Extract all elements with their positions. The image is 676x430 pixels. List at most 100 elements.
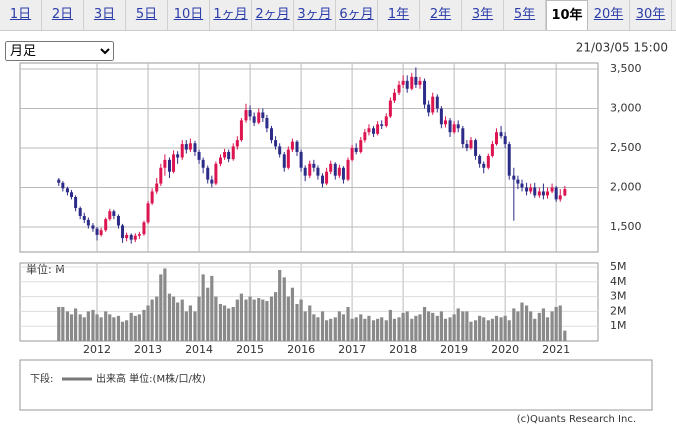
candle-body — [520, 183, 524, 188]
volume-bar — [401, 312, 405, 341]
candle-body — [372, 128, 376, 134]
candle-body — [248, 110, 252, 117]
volume-bar — [541, 308, 546, 341]
volume-bar — [503, 315, 507, 341]
x-tick-label: 2016 — [287, 343, 315, 356]
volume-bar — [201, 274, 205, 341]
volume-bar — [74, 308, 78, 341]
period-tab[interactable]: 3日 — [84, 0, 126, 30]
period-tab[interactable]: 1ヶ月 — [210, 0, 252, 30]
candle-body — [316, 167, 320, 176]
candle-body — [435, 96, 439, 109]
candle-body — [231, 146, 235, 160]
candle-body — [193, 143, 197, 152]
period-tab[interactable]: 3ヶ月 — [294, 0, 336, 30]
timestamp: 21/03/05 15:00 — [576, 41, 668, 55]
y-tick-label: 2,000 — [610, 181, 642, 194]
candle-body — [99, 230, 103, 235]
volume-bar — [295, 303, 299, 341]
period-tab[interactable]: 2ヶ月 — [252, 0, 294, 30]
candle-body — [274, 140, 278, 147]
legend-prefix: 下段: — [30, 372, 53, 385]
period-tab[interactable]: 5年 — [504, 0, 546, 30]
volume-bar — [329, 318, 333, 341]
y-tick-label: 2,500 — [610, 141, 642, 154]
candle-body — [431, 96, 435, 113]
candle-body — [443, 120, 447, 125]
candle-body — [325, 171, 329, 184]
candle-body — [507, 144, 511, 176]
period-tab[interactable]: 5日 — [126, 0, 168, 30]
candle-body — [137, 234, 141, 236]
volume-bar — [443, 318, 448, 341]
candle-body — [125, 234, 129, 239]
copyright: (c)Quants Research Inc. — [517, 414, 636, 425]
volume-bar — [427, 311, 431, 341]
volume-bar — [354, 317, 358, 341]
period-tab[interactable]: 10年 — [546, 0, 588, 30]
y-tick-label: 3,500 — [610, 62, 642, 75]
volume-bar — [95, 314, 99, 341]
candle-body — [121, 225, 125, 239]
volume-bar — [507, 320, 511, 341]
candle-body — [388, 100, 392, 117]
period-tab[interactable]: 3年 — [462, 0, 504, 30]
period-tab[interactable]: 6ヶ月 — [336, 0, 378, 30]
candle-body — [337, 167, 341, 176]
candle-body — [299, 151, 303, 168]
candle-body — [494, 132, 498, 145]
candle-body — [197, 151, 201, 160]
volume-bar — [61, 306, 65, 341]
candle-body — [312, 163, 316, 168]
candle-body — [512, 175, 516, 180]
candle-body — [452, 124, 456, 133]
volume-bar — [290, 287, 295, 341]
volume-bar — [490, 318, 494, 341]
y-tick-label: 3M — [610, 290, 627, 303]
volume-bar — [367, 315, 371, 341]
candle-body — [70, 192, 74, 198]
volume-bar — [273, 292, 278, 341]
volume-bar — [231, 306, 235, 341]
candle-body — [184, 144, 188, 150]
y-tick-label: 1M — [610, 319, 627, 332]
candle-body — [86, 219, 90, 226]
candle-body — [61, 182, 65, 189]
volume-bar — [299, 299, 303, 341]
volume-bar — [261, 299, 265, 341]
candle-body — [367, 128, 371, 133]
candle-body — [218, 157, 222, 164]
candle-body — [57, 179, 61, 183]
candle-body — [537, 191, 541, 196]
candle-body — [499, 132, 503, 137]
volume-bar — [308, 305, 312, 341]
volume-bar — [520, 302, 524, 341]
period-tab[interactable]: 2日 — [42, 0, 84, 30]
candle-body — [150, 191, 154, 204]
volume-bar — [512, 308, 516, 341]
period-tab[interactable]: 1日 — [0, 0, 42, 30]
period-tabs: 1日 2日 3日 5日 10日 1ヶ月 2ヶ月 3ヶ月 6ヶ月 1年 2年 3年 5年 10年 20年 30年 — [0, 0, 676, 31]
period-select[interactable]: 月足 — [5, 41, 114, 61]
volume-bar — [478, 315, 482, 341]
period-tab[interactable]: 10日 — [168, 0, 210, 30]
candle-body — [341, 167, 345, 180]
period-tab[interactable]: 30年 — [630, 0, 672, 30]
candle-body — [482, 163, 486, 168]
volume-bar — [333, 317, 337, 341]
candle-body — [401, 80, 405, 85]
volume-bar — [82, 317, 86, 341]
volume-bar — [337, 311, 341, 341]
volume-bar — [257, 298, 261, 341]
volume-bar — [341, 314, 346, 341]
volume-bar — [405, 311, 409, 341]
y-tick-label: 2M — [610, 304, 627, 317]
volume-bar — [193, 311, 197, 341]
period-tab[interactable]: 20年 — [588, 0, 630, 30]
candle-body — [414, 76, 418, 85]
period-tab[interactable]: 2年 — [420, 0, 462, 30]
candle-body — [180, 144, 184, 158]
volume-bar — [239, 293, 244, 341]
period-tab[interactable]: 1年 — [378, 0, 420, 30]
